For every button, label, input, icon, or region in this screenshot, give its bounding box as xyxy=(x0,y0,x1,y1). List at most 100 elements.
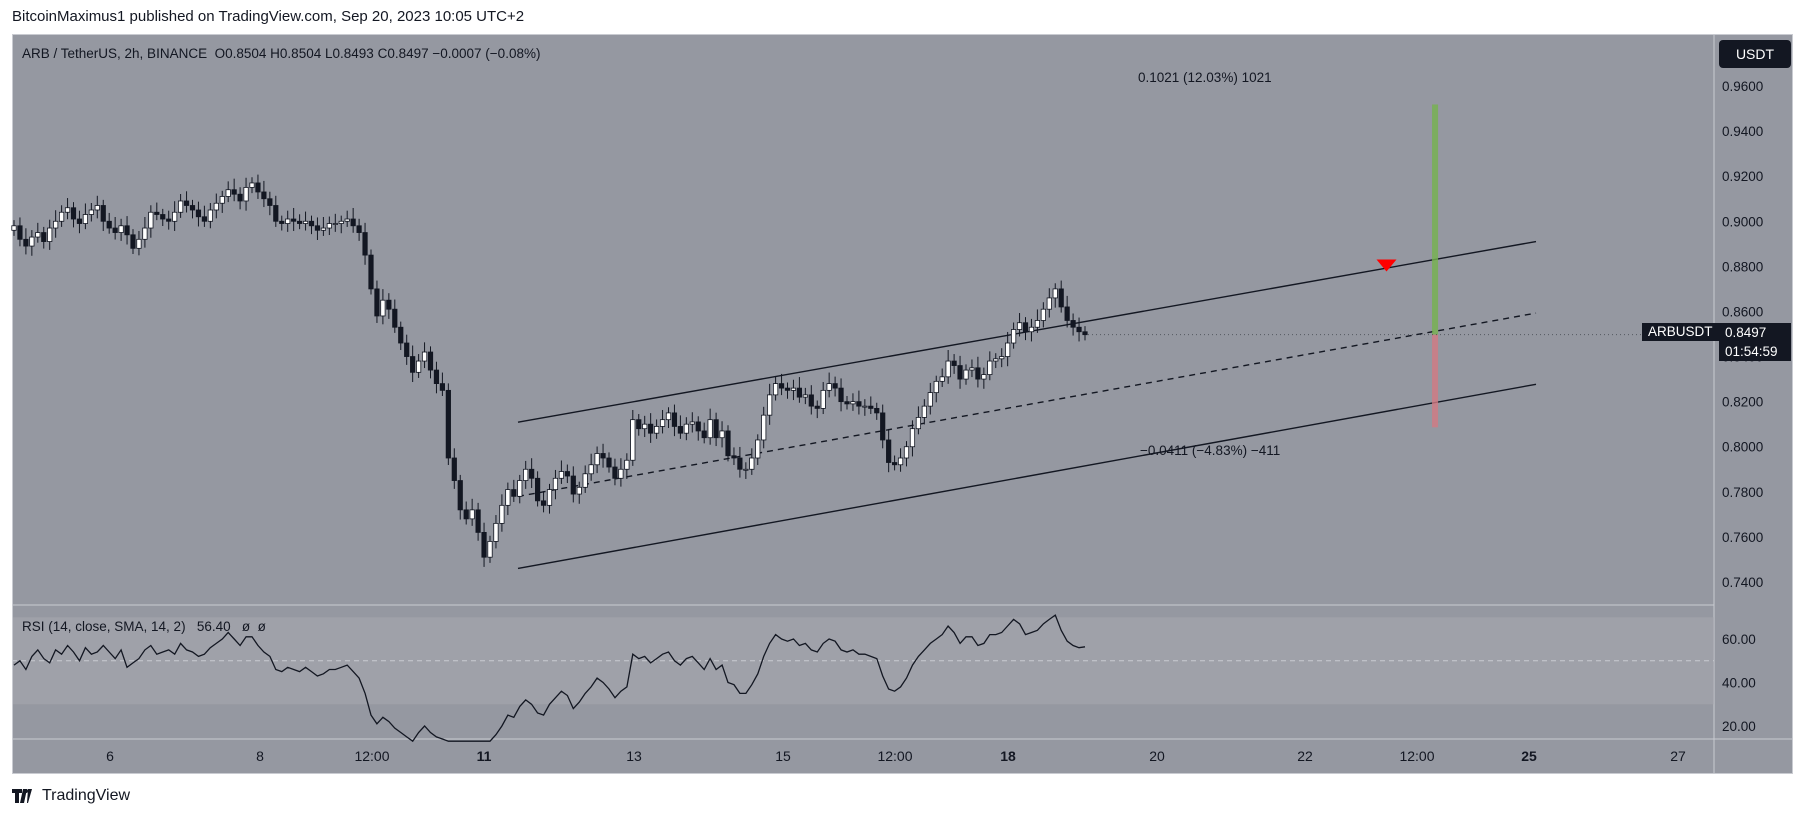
candle xyxy=(927,392,933,407)
candle xyxy=(398,326,404,344)
candle xyxy=(142,227,148,240)
candle xyxy=(683,423,689,434)
footer[interactable]: TradingView xyxy=(12,787,130,805)
candle xyxy=(933,380,939,394)
candle xyxy=(106,220,112,229)
candle xyxy=(118,225,124,233)
price-tick-label: 0.8000 xyxy=(1722,440,1763,455)
candle xyxy=(1028,326,1035,333)
candle xyxy=(725,430,731,457)
candle xyxy=(790,387,797,391)
candle xyxy=(94,205,100,211)
candle xyxy=(124,225,130,236)
candle xyxy=(957,365,963,380)
candle xyxy=(576,486,582,495)
candle xyxy=(112,227,118,233)
time-tick-label: 13 xyxy=(626,748,642,764)
bar-countdown: 01:54:59 xyxy=(1725,344,1778,359)
candle xyxy=(1082,331,1088,336)
candle xyxy=(642,423,648,430)
candle xyxy=(166,218,172,222)
candle xyxy=(826,383,832,391)
low-value: 0.8493 xyxy=(332,46,374,61)
candle xyxy=(29,236,35,247)
candle xyxy=(552,477,559,490)
price-tick-label: 0.7400 xyxy=(1722,575,1763,590)
candle xyxy=(880,412,886,441)
candle xyxy=(427,351,434,371)
channel-lower-line xyxy=(517,383,1537,570)
rsi-extra-2: ø xyxy=(257,619,266,634)
candle xyxy=(47,227,53,242)
candle xyxy=(969,367,975,371)
candle xyxy=(963,369,969,380)
open-value: 0.8504 xyxy=(225,46,267,61)
rsi-label: RSI (14, close, SMA, 14, 2) xyxy=(22,619,186,634)
ascending-channel xyxy=(517,240,1537,570)
measure-up-bar xyxy=(1432,104,1439,335)
candle xyxy=(909,428,916,448)
candle xyxy=(761,414,767,441)
published-header: BitcoinMaximus1 published on TradingView… xyxy=(12,8,525,25)
candle xyxy=(82,214,88,224)
price-tick-label: 0.8800 xyxy=(1722,259,1763,274)
candle xyxy=(1058,288,1064,308)
candle xyxy=(279,220,285,224)
change-value: −0.0007 (−0.08%) xyxy=(432,46,541,61)
candle xyxy=(445,389,451,459)
time-tick-label: 11 xyxy=(477,748,492,764)
candle xyxy=(76,218,83,224)
last-price-label: 0.8497 01:54:59 xyxy=(1719,323,1791,361)
candle xyxy=(172,211,178,222)
symbol-info: ARB / TetherUS, 2h, BINANCE xyxy=(22,46,208,61)
candle xyxy=(499,504,505,524)
candle xyxy=(433,369,440,384)
candle xyxy=(136,238,142,249)
candle xyxy=(421,351,428,362)
rsi-legend: RSI (14, close, SMA, 14, 2) 56.40 ø ø xyxy=(22,619,266,634)
candle xyxy=(517,480,523,497)
time-tick-label: 12:00 xyxy=(1399,748,1434,764)
candle xyxy=(1034,320,1040,328)
candle xyxy=(737,457,743,470)
candle xyxy=(70,207,77,220)
candle xyxy=(796,387,803,398)
candle xyxy=(784,387,791,391)
candle xyxy=(648,423,654,434)
candle xyxy=(1011,329,1017,344)
footer-brand: TradingView xyxy=(42,787,131,804)
candle xyxy=(707,419,713,439)
low-label: L xyxy=(324,46,333,61)
candle xyxy=(999,356,1005,360)
candle xyxy=(897,457,904,466)
measure-up-label: 0.1021 (12.03%) 1021 xyxy=(1138,70,1272,85)
candle xyxy=(332,223,338,225)
candle xyxy=(1070,320,1076,328)
candle xyxy=(23,238,29,247)
candle xyxy=(868,405,874,409)
candle xyxy=(886,439,892,463)
candle xyxy=(993,358,999,362)
candle xyxy=(88,209,94,215)
candle xyxy=(17,225,23,240)
price-tick-label: 0.8600 xyxy=(1722,304,1763,319)
candle xyxy=(320,227,327,231)
candle xyxy=(261,191,267,200)
time-tick-label: 15 xyxy=(775,748,791,764)
candle xyxy=(505,489,511,506)
candle xyxy=(535,477,541,502)
candle xyxy=(487,541,493,558)
candle xyxy=(570,475,576,495)
candle xyxy=(612,466,618,479)
candle xyxy=(862,405,868,408)
rsi-tick-label: 20.00 xyxy=(1722,719,1756,734)
candle xyxy=(1064,306,1070,321)
candle xyxy=(415,360,422,373)
candle xyxy=(630,419,636,461)
candle xyxy=(850,401,856,405)
candle xyxy=(844,401,850,405)
candle xyxy=(892,462,898,466)
currency-button[interactable]: USDT xyxy=(1719,40,1791,68)
close-label: C xyxy=(377,46,388,61)
